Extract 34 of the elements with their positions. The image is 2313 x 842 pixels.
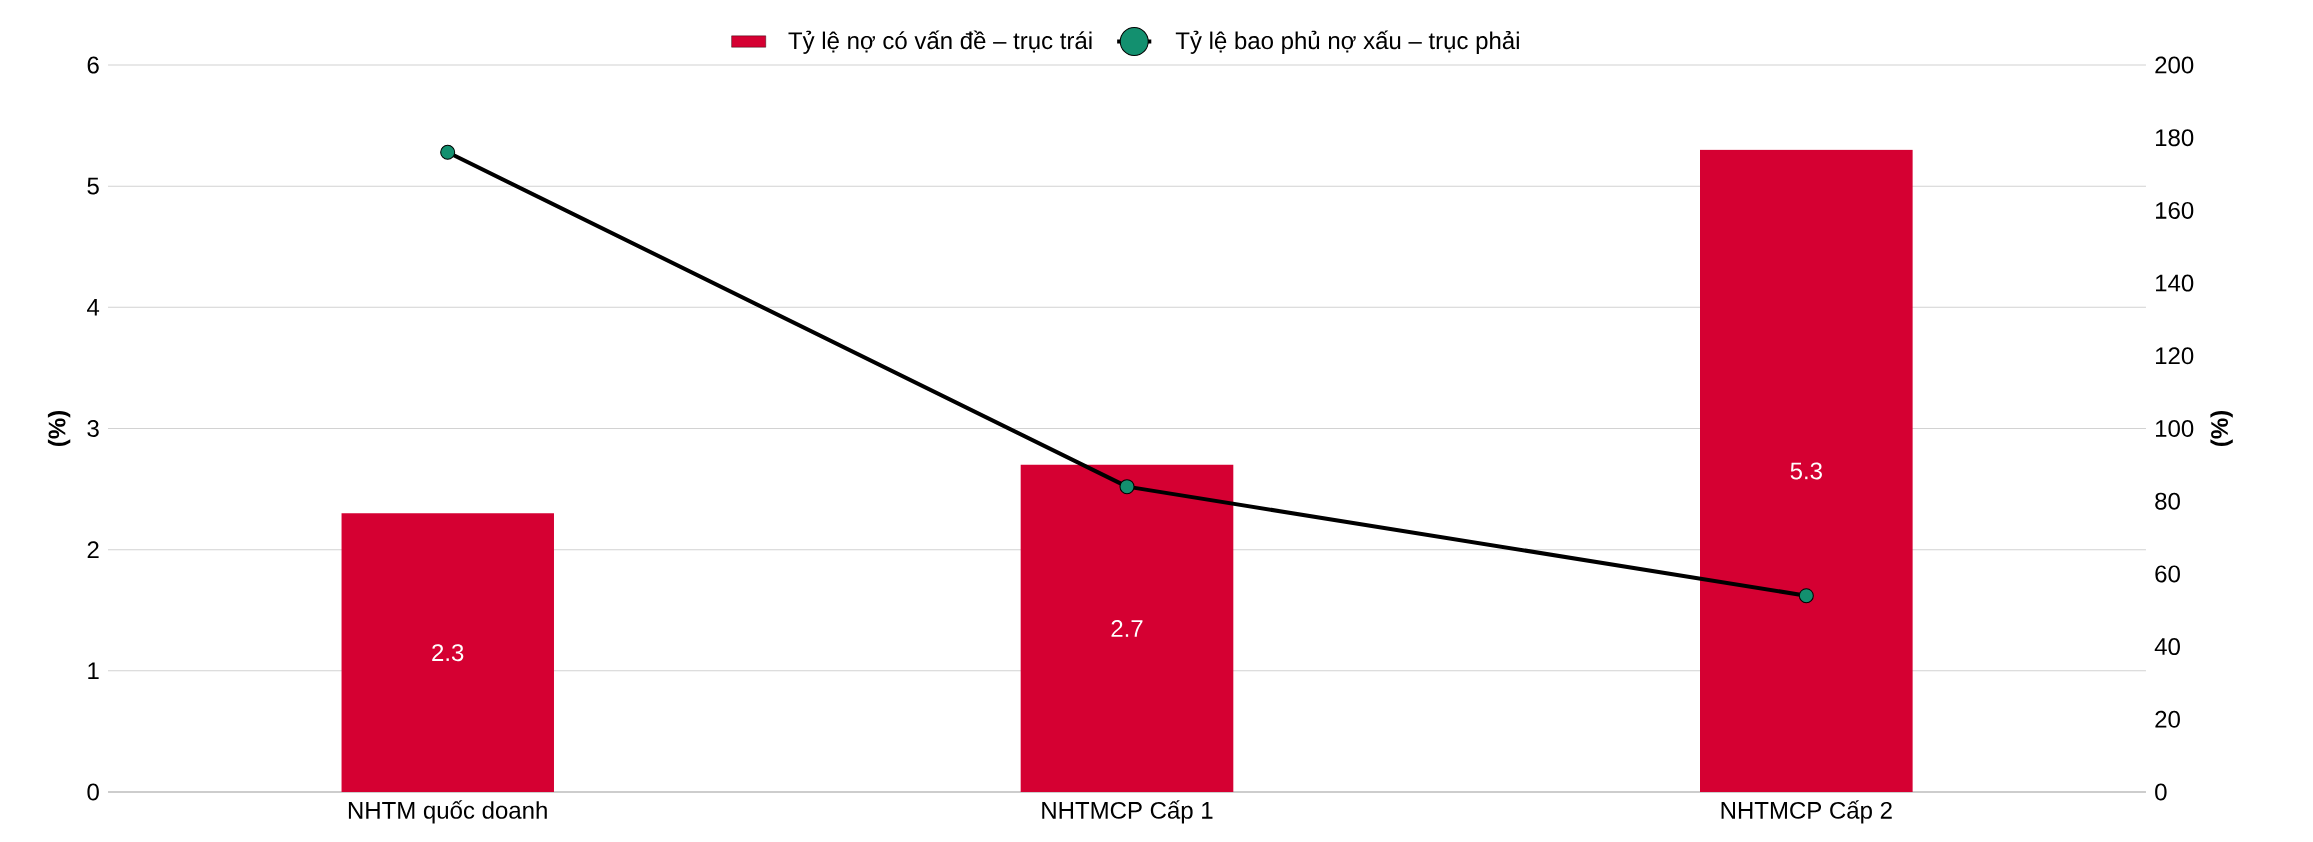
data-label: 2.7 <box>1111 620 1143 637</box>
y2-tick-label: 140 <box>2156 274 2194 292</box>
y2-axis-title: (%) <box>2210 411 2233 446</box>
data-label: 5.3 <box>1790 462 1822 480</box>
y-tick-label: 6 <box>87 56 99 74</box>
y-tick-label: 1 <box>88 662 99 680</box>
y-tick-label: 5 <box>87 177 99 195</box>
y-tick-label: 0 <box>87 783 99 801</box>
bar <box>1020 464 1234 792</box>
y-axis-title: (%) <box>47 411 71 446</box>
x-tick-label: NHTM quốc doanh <box>348 800 547 824</box>
point <box>1119 479 1135 495</box>
bar <box>341 513 554 792</box>
legend-label: Tỷ lệ nợ có vấn đề – trục trái <box>788 30 1092 54</box>
y2-tick-label: 180 <box>2156 129 2194 147</box>
point <box>440 144 456 160</box>
x-tick-label: NHTMCP Cấp 2 <box>1721 800 1892 824</box>
y-tick-label: 3 <box>87 420 99 437</box>
legend-label: Tỷ lệ bao phủ nợ xấu – trục phải <box>1175 30 1519 54</box>
data-label: 2.3 <box>432 644 464 662</box>
y2-tick-label: 100 <box>2156 420 2194 437</box>
y-tick-label: 2 <box>87 541 99 559</box>
y2-tick-label: 200 <box>2155 56 2194 74</box>
y2-tick-label: 0 <box>2155 783 2167 801</box>
y2-tick-label: 160 <box>2156 201 2194 219</box>
y2-tick-label: 60 <box>2155 565 2180 583</box>
y-tick-label: 4 <box>87 299 100 316</box>
point <box>1798 588 1814 604</box>
y2-tick-label: 80 <box>2155 492 2180 510</box>
y2-tick-label: 40 <box>2154 638 2180 656</box>
y2-tick-label: 120 <box>2156 347 2194 365</box>
y2-tick-label: 20 <box>2155 710 2180 728</box>
x-tick-label: NHTMCP Cấp 1 <box>1042 800 1213 824</box>
bar <box>1700 149 1913 792</box>
